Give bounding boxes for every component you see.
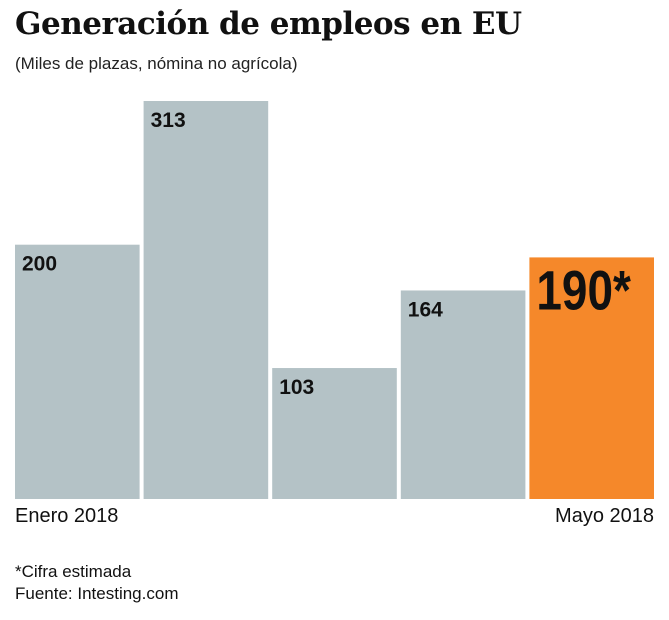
- footnote-text: *Cifra estimada: [15, 562, 132, 581]
- bar: [529, 257, 654, 499]
- data-label: 190*: [536, 259, 631, 321]
- data-label: 103: [279, 376, 314, 399]
- data-label: 164: [408, 298, 443, 321]
- bar: [400, 290, 526, 499]
- data-label: 313: [151, 109, 186, 132]
- bar: [272, 368, 397, 499]
- chart-title: Generación de empleos en EU: [15, 6, 522, 42]
- bar: [15, 244, 140, 499]
- bar: [143, 101, 269, 499]
- x-label-first: Enero 2018: [15, 505, 119, 527]
- data-label: 200: [22, 253, 57, 276]
- source-text: Fuente: Intesting.com: [15, 584, 179, 603]
- x-label-last: Mayo 2018: [555, 505, 654, 527]
- chart-subtitle: (Miles de plazas, nómina no agrícola): [15, 54, 298, 73]
- footnote: *Cifra estimada Fuente: Intesting.com: [15, 561, 178, 605]
